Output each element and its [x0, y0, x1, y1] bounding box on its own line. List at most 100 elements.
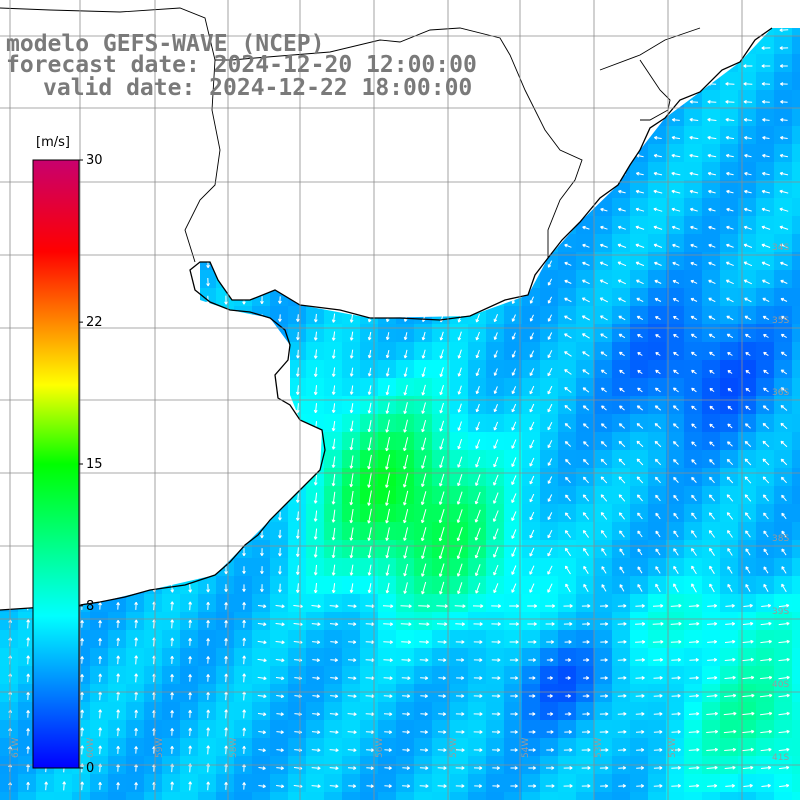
field-cell — [504, 612, 523, 631]
field-cell — [648, 468, 667, 487]
wind-arrow — [708, 189, 716, 194]
field-cell — [504, 432, 523, 451]
field-cell — [666, 216, 685, 235]
wind-arrow — [725, 621, 736, 626]
field-cell — [774, 36, 793, 55]
field-cell — [558, 684, 577, 703]
wind-arrow — [311, 748, 321, 753]
wind-arrow — [276, 748, 284, 752]
wind-arrow — [385, 419, 390, 433]
wind-arrow — [600, 658, 608, 662]
wind-arrow — [419, 640, 429, 644]
field-cell — [522, 522, 541, 541]
field-cell — [630, 252, 649, 271]
wind-arrow — [636, 458, 644, 466]
wind-arrow — [80, 638, 84, 646]
wind-arrow — [547, 494, 553, 502]
wind-arrow — [224, 709, 229, 719]
field-cell — [684, 252, 703, 271]
field-cell — [684, 774, 703, 793]
field-cell — [792, 144, 800, 163]
wind-arrow — [511, 583, 517, 593]
field-cell — [666, 270, 685, 289]
field-cell — [684, 594, 703, 613]
wind-arrow — [763, 334, 769, 338]
wind-arrow — [673, 351, 679, 357]
field-cell — [738, 630, 757, 649]
wind-arrow — [493, 404, 498, 413]
wind-arrow — [170, 601, 175, 611]
wind-arrow — [742, 765, 754, 770]
field-cell — [756, 648, 775, 667]
field-cell — [558, 612, 577, 631]
wind-arrow — [618, 351, 625, 357]
wind-arrow — [402, 694, 411, 698]
field-cell — [288, 792, 307, 800]
wind-arrow — [258, 730, 266, 735]
wind-arrow — [419, 784, 429, 788]
wind-arrow — [709, 423, 715, 429]
wind-arrow — [457, 421, 462, 431]
field-cell — [702, 324, 721, 343]
wind-arrow — [744, 297, 752, 303]
wind-arrow — [438, 563, 445, 577]
wind-arrow — [619, 405, 625, 411]
wind-arrow — [347, 676, 357, 681]
field-cell — [594, 270, 613, 289]
wind-arrow — [382, 604, 394, 609]
wind-arrow — [635, 261, 645, 267]
wind-arrow — [383, 676, 393, 681]
wind-arrow — [670, 621, 682, 626]
wind-arrow — [688, 765, 700, 770]
wind-arrow — [474, 509, 481, 523]
wind-arrow — [547, 421, 553, 431]
wind-arrow — [599, 604, 609, 608]
wind-arrow — [708, 279, 716, 285]
field-cell — [738, 108, 757, 127]
wind-arrow — [635, 171, 644, 176]
wind-arrow — [780, 333, 787, 339]
wind-arrow — [511, 475, 517, 485]
wind-arrow — [385, 582, 390, 594]
wind-arrow — [98, 781, 102, 790]
field-cell — [306, 540, 325, 559]
field-cell — [684, 288, 703, 307]
wind-arrow — [727, 370, 733, 374]
wind-arrow — [653, 243, 663, 248]
wind-arrow — [385, 349, 390, 359]
field-cell — [720, 630, 739, 649]
wind-arrow — [349, 331, 354, 341]
field-cell — [666, 378, 685, 397]
field-cell — [540, 612, 559, 631]
wind-arrow — [547, 367, 553, 377]
field-cell — [522, 558, 541, 577]
wind-arrow — [383, 694, 393, 699]
wind-arrow — [134, 782, 138, 790]
field-cell — [792, 90, 800, 109]
wind-arrow — [635, 225, 645, 230]
field-cell — [720, 324, 739, 343]
wind-arrow — [671, 118, 680, 122]
field-cell — [630, 612, 649, 631]
field-cell — [630, 630, 649, 649]
wind-arrow — [403, 419, 408, 433]
field-cell — [774, 378, 793, 397]
field-cell — [342, 414, 361, 433]
field-cell — [432, 432, 451, 451]
wind-arrow — [673, 530, 679, 538]
wind-arrow — [742, 657, 754, 662]
field-cell — [468, 540, 487, 559]
wind-arrow — [546, 730, 554, 734]
field-cell — [738, 738, 757, 757]
field-cell — [450, 324, 469, 343]
wind-arrow — [116, 745, 120, 754]
wind-arrow — [311, 730, 321, 735]
wind-arrow — [671, 225, 680, 230]
wind-arrow — [510, 676, 519, 680]
field-cell — [702, 414, 721, 433]
wind-arrow — [275, 604, 285, 609]
field-cell — [540, 342, 559, 361]
field-cell — [738, 378, 757, 397]
wind-arrow — [403, 349, 408, 359]
wind-arrow — [224, 565, 228, 575]
